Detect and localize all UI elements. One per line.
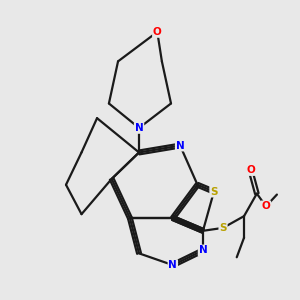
- Text: O: O: [262, 201, 270, 211]
- Text: S: S: [219, 223, 227, 233]
- Text: N: N: [169, 260, 177, 270]
- Text: S: S: [210, 187, 218, 196]
- Text: N: N: [176, 141, 184, 151]
- Text: O: O: [246, 165, 255, 175]
- Text: N: N: [199, 245, 207, 255]
- Text: N: N: [135, 123, 143, 133]
- Text: O: O: [153, 27, 162, 37]
